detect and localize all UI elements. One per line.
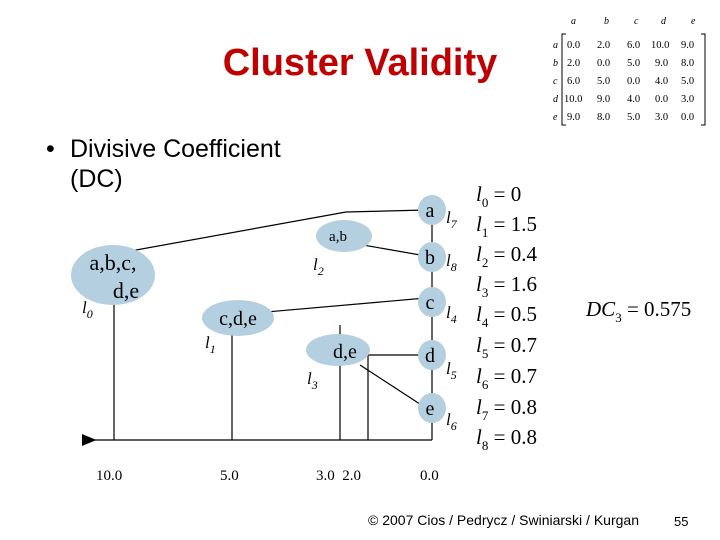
matrix-col-header: a <box>571 16 576 27</box>
level-label-l7: l7 <box>446 208 458 231</box>
matrix-col-header: d <box>661 16 667 27</box>
level-value-row: l5 = 0.7 <box>476 333 537 361</box>
matrix-cell: 4.0 <box>627 94 640 105</box>
level-label-l5: l5 <box>446 359 457 382</box>
matrix-cell: 3.0 <box>655 112 668 123</box>
level-label-l3: l3 <box>307 369 318 392</box>
matrix-cell: 6.0 <box>627 40 640 51</box>
dc-formula: DC3 = 0.575 <box>585 297 691 325</box>
level-value-row: l4 = 0.5 <box>476 302 537 330</box>
axis-tick: 3.0 2.0 <box>316 468 361 484</box>
matrix-cell: 9.0 <box>567 112 580 123</box>
matrix-cell: 9.0 <box>597 94 610 105</box>
matrix-col-header: c <box>634 16 639 27</box>
level-label-l2: l2 <box>313 255 324 278</box>
footer-copyright: © 2007 Cios / Pedrycz / Swiniarski / Kur… <box>368 512 639 528</box>
leaf-c-label: c <box>426 292 435 314</box>
page-number: 55 <box>674 514 689 529</box>
matrix-cell: 5.0 <box>627 58 640 69</box>
matrix-row-label: a <box>553 40 558 51</box>
matrix-cell: 9.0 <box>681 40 694 51</box>
node-ab <box>316 220 372 252</box>
matrix-cell: 2.0 <box>567 58 580 69</box>
leaf-a-label: a <box>426 200 435 222</box>
matrix-cell: 10.0 <box>651 40 669 51</box>
matrix-cell: 9.0 <box>655 58 668 69</box>
level-labels: l0 l1 l2 l3 l4 l5 l6 l7 l8 <box>82 208 458 433</box>
node-de-label: d,e <box>333 341 357 363</box>
node-abcde <box>71 245 155 305</box>
matrix-cell: 10.0 <box>564 94 582 105</box>
matrix-bracket-right <box>701 33 706 126</box>
matrix-bracket-left <box>561 33 566 126</box>
matrix-row-label: d <box>553 94 559 105</box>
matrix-cell: 5.0 <box>627 112 640 123</box>
level-label-l4: l4 <box>446 303 457 326</box>
level-value-row: l1 = 1.5 <box>476 212 537 240</box>
matrix-cell: 0.0 <box>567 40 580 51</box>
cluster-nodes: a,b,c, d,e a,b c,d,e d,e a b c d e <box>71 195 446 423</box>
leaf-b-label: b <box>425 247 435 269</box>
matrix-cell: 8.0 <box>597 112 610 123</box>
level-label-l8: l8 <box>446 251 457 274</box>
level-value-row: l2 = 0.4 <box>476 242 537 270</box>
node-de <box>306 334 370 366</box>
leaf-e <box>418 393 446 423</box>
axis-ticks: 10.0 5.0 3.0 2.0 0.0 <box>96 468 439 484</box>
level-value-row: l3 = 1.6 <box>476 272 537 300</box>
leaf-e-label: e <box>426 398 435 420</box>
leaf-c <box>418 287 446 317</box>
level-value-row: l6 = 0.7 <box>476 364 537 392</box>
level-label-l1: l1 <box>205 333 216 356</box>
node-cde-label: c,d,e <box>219 308 257 330</box>
bullet-marker: • <box>46 135 55 163</box>
level-value-row: l7 = 0.8 <box>476 395 537 423</box>
matrix-cell: 0.0 <box>627 76 640 87</box>
leaf-a <box>418 195 446 225</box>
matrix-cell: 2.0 <box>597 40 610 51</box>
matrix-cell: 0.0 <box>655 94 668 105</box>
level-value-row: l8 = 0.8 <box>476 425 537 453</box>
matrix-cell: 4.0 <box>655 76 668 87</box>
leaf-d <box>418 340 446 370</box>
matrix-row-label: c <box>553 76 558 87</box>
matrix-row-label: b <box>553 58 558 69</box>
axis-tick: 5.0 <box>220 468 239 484</box>
node-cde <box>202 300 274 336</box>
matrix-cell: 0.0 <box>597 58 610 69</box>
branch-root-ab <box>113 211 347 255</box>
leaf-d-label: d <box>425 345 435 367</box>
matrix-cell: 6.0 <box>567 76 580 87</box>
node-ab-label: a,b <box>329 229 347 245</box>
level-values-list: l0 = 0 l1 = 1.5 l2 = 0.4 l3 = 1.6 l4 = 0… <box>476 182 537 453</box>
matrix-cell: 8.0 <box>681 58 694 69</box>
axis-tick: 0.0 <box>420 468 439 484</box>
matrix-row-label: e <box>553 112 558 123</box>
slide-title: Cluster Validity <box>222 42 498 84</box>
node-abcde-label-2: d,e <box>113 278 139 303</box>
level-value-row: l0 = 0 <box>476 182 521 210</box>
matrix-col-header: b <box>604 16 609 27</box>
matrix-cell: 5.0 <box>597 76 610 87</box>
leaf-b <box>418 242 446 272</box>
distance-matrix: a b c d e a b c d e 0.0 2.0 6.0 10.0 9.0… <box>553 16 706 126</box>
matrix-cell: 0.0 <box>681 112 694 123</box>
level-label-l6: l6 <box>446 410 457 433</box>
matrix-col-header: e <box>691 16 696 27</box>
matrix-cell: 3.0 <box>681 94 694 105</box>
branch-de-e <box>359 364 427 409</box>
branch-ab-a <box>345 209 427 213</box>
axis-tick: 10.0 <box>96 468 122 484</box>
bullet-text: Divisive Coefficient (DC) <box>70 135 281 193</box>
matrix-cell: 5.0 <box>681 76 694 87</box>
level-label-l0: l0 <box>82 298 93 321</box>
node-abcde-label-1: a,b,c, <box>89 250 136 275</box>
